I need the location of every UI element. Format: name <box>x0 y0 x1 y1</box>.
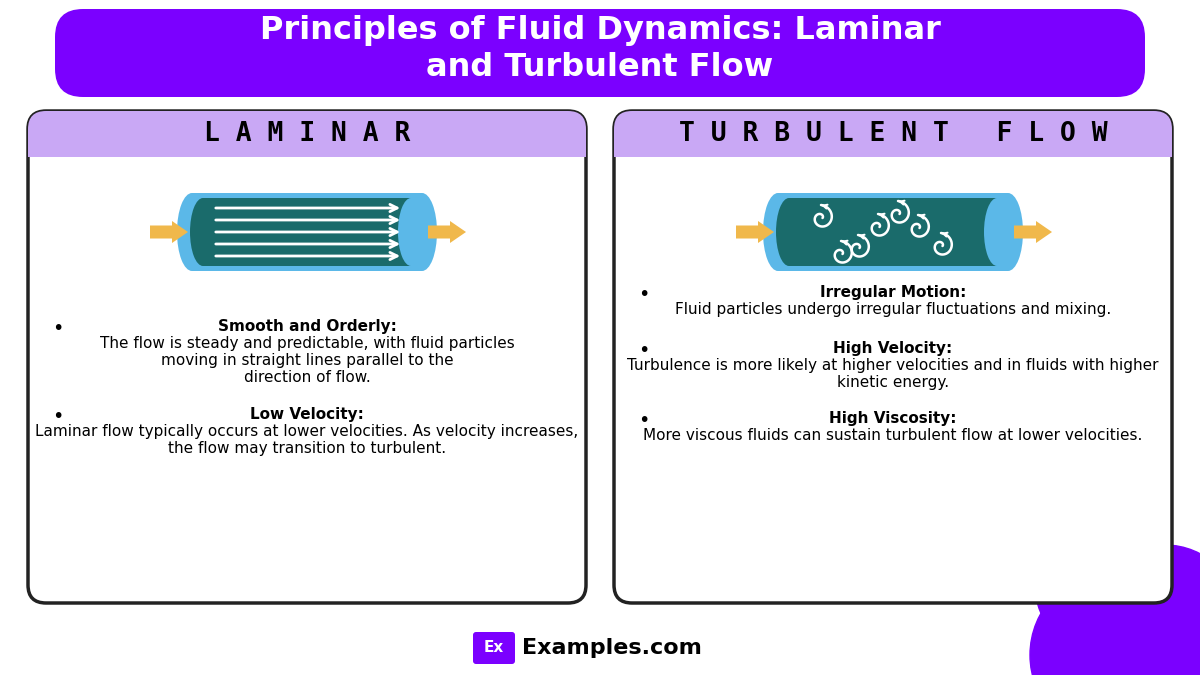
Bar <box>192 193 422 271</box>
Text: The flow is steady and predictable, with fluid particles: The flow is steady and predictable, with… <box>100 336 515 351</box>
Bar <box>778 193 1008 271</box>
Circle shape <box>1080 545 1200 665</box>
Text: More viscous fluids can sustain turbulent flow at lower velocities.: More viscous fluids can sustain turbulen… <box>643 428 1142 443</box>
FancyBboxPatch shape <box>55 9 1145 97</box>
Text: Ex: Ex <box>484 641 504 655</box>
Text: Principles of Fluid Dynamics: Laminar: Principles of Fluid Dynamics: Laminar <box>259 16 941 47</box>
Text: Examples.com: Examples.com <box>522 638 702 658</box>
FancyArrow shape <box>150 221 188 243</box>
Ellipse shape <box>994 193 1022 271</box>
FancyArrow shape <box>1014 221 1052 243</box>
Text: •: • <box>638 411 649 430</box>
Text: and Turbulent Flow: and Turbulent Flow <box>426 51 774 82</box>
Text: kinetic energy.: kinetic energy. <box>836 375 949 390</box>
Text: direction of flow.: direction of flow. <box>244 370 371 385</box>
Text: L A M I N A R: L A M I N A R <box>204 121 410 147</box>
FancyBboxPatch shape <box>28 111 586 603</box>
Text: •: • <box>52 407 64 426</box>
Circle shape <box>1030 570 1200 675</box>
Ellipse shape <box>407 193 437 271</box>
Circle shape <box>1090 545 1200 675</box>
Text: Turbulence is more likely at higher velocities and in fluids with higher: Turbulence is more likely at higher velo… <box>628 358 1159 373</box>
Text: •: • <box>638 285 649 304</box>
Bar <box>790 198 997 266</box>
Text: T U R B U L E N T   F L O W: T U R B U L E N T F L O W <box>679 121 1108 147</box>
Text: High Viscosity:: High Viscosity: <box>829 411 956 426</box>
Text: Fluid particles undergo irregular fluctuations and mixing.: Fluid particles undergo irregular fluctu… <box>674 302 1111 317</box>
Text: Low Velocity:: Low Velocity: <box>250 407 364 422</box>
Ellipse shape <box>984 198 1010 266</box>
Text: •: • <box>52 319 64 338</box>
Text: Irregular Motion:: Irregular Motion: <box>820 285 966 300</box>
Text: High Velocity:: High Velocity: <box>833 341 953 356</box>
Text: Laminar flow typically occurs at lower velocities. As velocity increases,: Laminar flow typically occurs at lower v… <box>35 424 578 439</box>
FancyBboxPatch shape <box>614 111 1172 157</box>
Ellipse shape <box>178 193 208 271</box>
Bar <box>28 137 586 157</box>
Bar <box>203 198 410 266</box>
FancyBboxPatch shape <box>614 111 1172 603</box>
Text: Smooth and Orderly:: Smooth and Orderly: <box>217 319 396 334</box>
FancyArrow shape <box>736 221 774 243</box>
Text: moving in straight lines parallel to the: moving in straight lines parallel to the <box>161 353 454 368</box>
Bar <box>614 137 1172 157</box>
Circle shape <box>1115 600 1200 675</box>
Ellipse shape <box>763 193 793 271</box>
Ellipse shape <box>776 198 802 266</box>
FancyBboxPatch shape <box>473 632 515 664</box>
Ellipse shape <box>190 198 216 266</box>
Text: the flow may transition to turbulent.: the flow may transition to turbulent. <box>168 441 446 456</box>
FancyArrow shape <box>428 221 466 243</box>
Text: •: • <box>638 341 649 360</box>
Ellipse shape <box>398 198 424 266</box>
FancyBboxPatch shape <box>28 111 586 157</box>
Circle shape <box>1034 515 1175 655</box>
